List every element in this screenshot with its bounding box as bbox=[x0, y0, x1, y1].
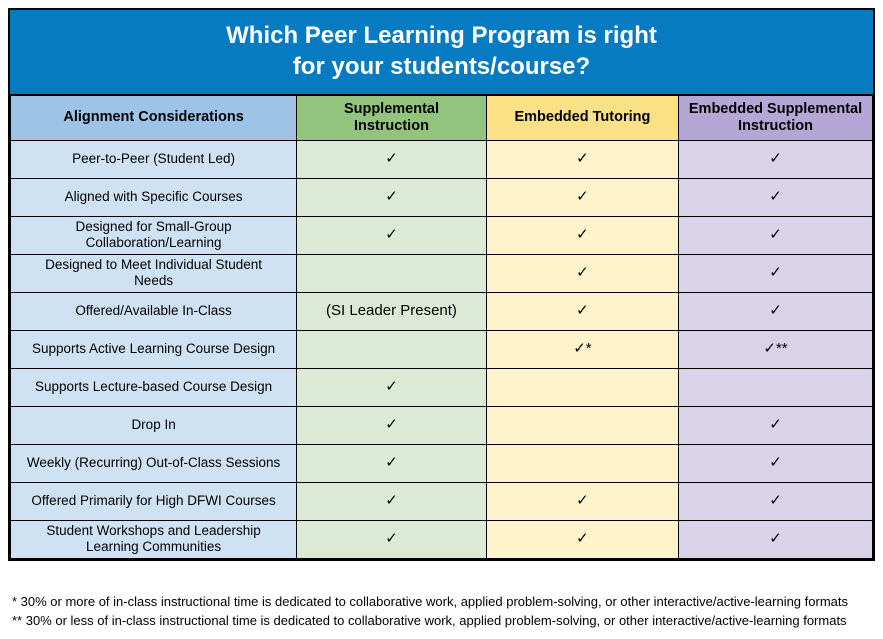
comparison-board: Which Peer Learning Program is right for… bbox=[8, 8, 875, 561]
value-cell-si: ✓ bbox=[296, 405, 487, 445]
footnote-1: * 30% or more of in-class instructional … bbox=[12, 594, 848, 609]
value-cell-si: ✓ bbox=[296, 177, 487, 217]
value-cell-esi: ✓ bbox=[678, 443, 873, 483]
row-label-cell: Student Workshops and Leadership Learnin… bbox=[9, 519, 298, 559]
row-label-cell: Offered/Available In-Class bbox=[9, 291, 298, 331]
value-cell-esi bbox=[678, 367, 873, 407]
value-cell-si: (SI Leader Present) bbox=[296, 291, 487, 331]
value-cell-et: ✓ bbox=[485, 215, 680, 255]
value-cell-si: ✓ bbox=[296, 139, 487, 179]
column-header-embedded-supplemental-instruction: Embedded Supplemental Instruction bbox=[678, 94, 873, 141]
table-row: Student Workshops and Leadership Learnin… bbox=[9, 519, 873, 559]
value-cell-et: ✓ bbox=[485, 253, 680, 293]
value-cell-si: ✓ bbox=[296, 443, 487, 483]
value-cell-esi: ✓ bbox=[678, 291, 873, 331]
value-cell-et bbox=[485, 367, 680, 407]
value-cell-et bbox=[485, 443, 680, 483]
title-banner: Which Peer Learning Program is right for… bbox=[10, 10, 873, 94]
table-row: Supports Lecture-based Course Design ✓ bbox=[9, 367, 873, 407]
value-cell-si bbox=[296, 253, 487, 293]
footnotes: * 30% or more of in-class instructional … bbox=[12, 592, 877, 630]
value-cell-esi: ✓ bbox=[678, 481, 873, 521]
column-header-embedded-tutoring: Embedded Tutoring bbox=[485, 94, 680, 141]
table-row: Weekly (Recurring) Out-of-Class Sessions… bbox=[9, 443, 873, 483]
title-line-2: for your students/course? bbox=[292, 53, 591, 80]
table-row: Drop In ✓ ✓ bbox=[9, 405, 873, 445]
value-cell-et: ✓ bbox=[485, 177, 680, 217]
value-cell-et: ✓ bbox=[485, 139, 680, 179]
row-label-cell: Drop In bbox=[9, 405, 298, 445]
row-label-cell: Supports Lecture-based Course Design bbox=[9, 367, 298, 407]
comparison-table: Alignment Considerations Supplemental In… bbox=[9, 94, 873, 559]
row-label-cell: Designed for Small-Group Collaboration/L… bbox=[9, 215, 298, 255]
table-body: Peer-to-Peer (Student Led) ✓ ✓ ✓ Aligned… bbox=[9, 139, 873, 559]
column-header-alignment-considerations: Alignment Considerations bbox=[9, 94, 298, 141]
value-cell-si bbox=[296, 329, 487, 369]
table-row: Supports Active Learning Course Design ✓… bbox=[9, 329, 873, 369]
table-row: Offered Primarily for High DFWI Courses … bbox=[9, 481, 873, 521]
table-row: Designed for Small-Group Collaboration/L… bbox=[9, 215, 873, 255]
value-cell-et: ✓ bbox=[485, 519, 680, 559]
value-cell-esi: ✓ bbox=[678, 139, 873, 179]
row-label-cell: Aligned with Specific Courses bbox=[9, 177, 298, 217]
row-label-cell: Peer-to-Peer (Student Led) bbox=[9, 139, 298, 179]
title-line-1: Which Peer Learning Program is right bbox=[226, 22, 657, 49]
table-row: Aligned with Specific Courses ✓ ✓ ✓ bbox=[9, 177, 873, 217]
value-cell-si: ✓ bbox=[296, 367, 487, 407]
value-cell-et: ✓ bbox=[485, 291, 680, 331]
column-header-supplemental-instruction: Supplemental Instruction bbox=[296, 94, 487, 141]
value-cell-esi: ✓** bbox=[678, 329, 873, 369]
row-label-cell: Weekly (Recurring) Out-of-Class Sessions bbox=[9, 443, 298, 483]
row-label-cell: Designed to Meet Individual Student Need… bbox=[9, 253, 298, 293]
table-row: Peer-to-Peer (Student Led) ✓ ✓ ✓ bbox=[9, 139, 873, 179]
value-cell-esi: ✓ bbox=[678, 215, 873, 255]
table-row: Designed to Meet Individual Student Need… bbox=[9, 253, 873, 293]
value-cell-si: ✓ bbox=[296, 519, 487, 559]
value-cell-et: ✓ bbox=[485, 481, 680, 521]
value-cell-esi: ✓ bbox=[678, 519, 873, 559]
value-cell-esi: ✓ bbox=[678, 177, 873, 217]
footnote-2: ** 30% or less of in-class instructional… bbox=[12, 613, 847, 628]
value-cell-et bbox=[485, 405, 680, 445]
value-cell-si: ✓ bbox=[296, 481, 487, 521]
row-label-cell: Offered Primarily for High DFWI Courses bbox=[9, 481, 298, 521]
value-cell-esi: ✓ bbox=[678, 253, 873, 293]
value-cell-esi: ✓ bbox=[678, 405, 873, 445]
value-cell-si: ✓ bbox=[296, 215, 487, 255]
row-label-cell: Supports Active Learning Course Design bbox=[9, 329, 298, 369]
table-row: Offered/Available In-Class (SI Leader Pr… bbox=[9, 291, 873, 331]
header-row: Alignment Considerations Supplemental In… bbox=[9, 94, 873, 141]
value-cell-et: ✓* bbox=[485, 329, 680, 369]
